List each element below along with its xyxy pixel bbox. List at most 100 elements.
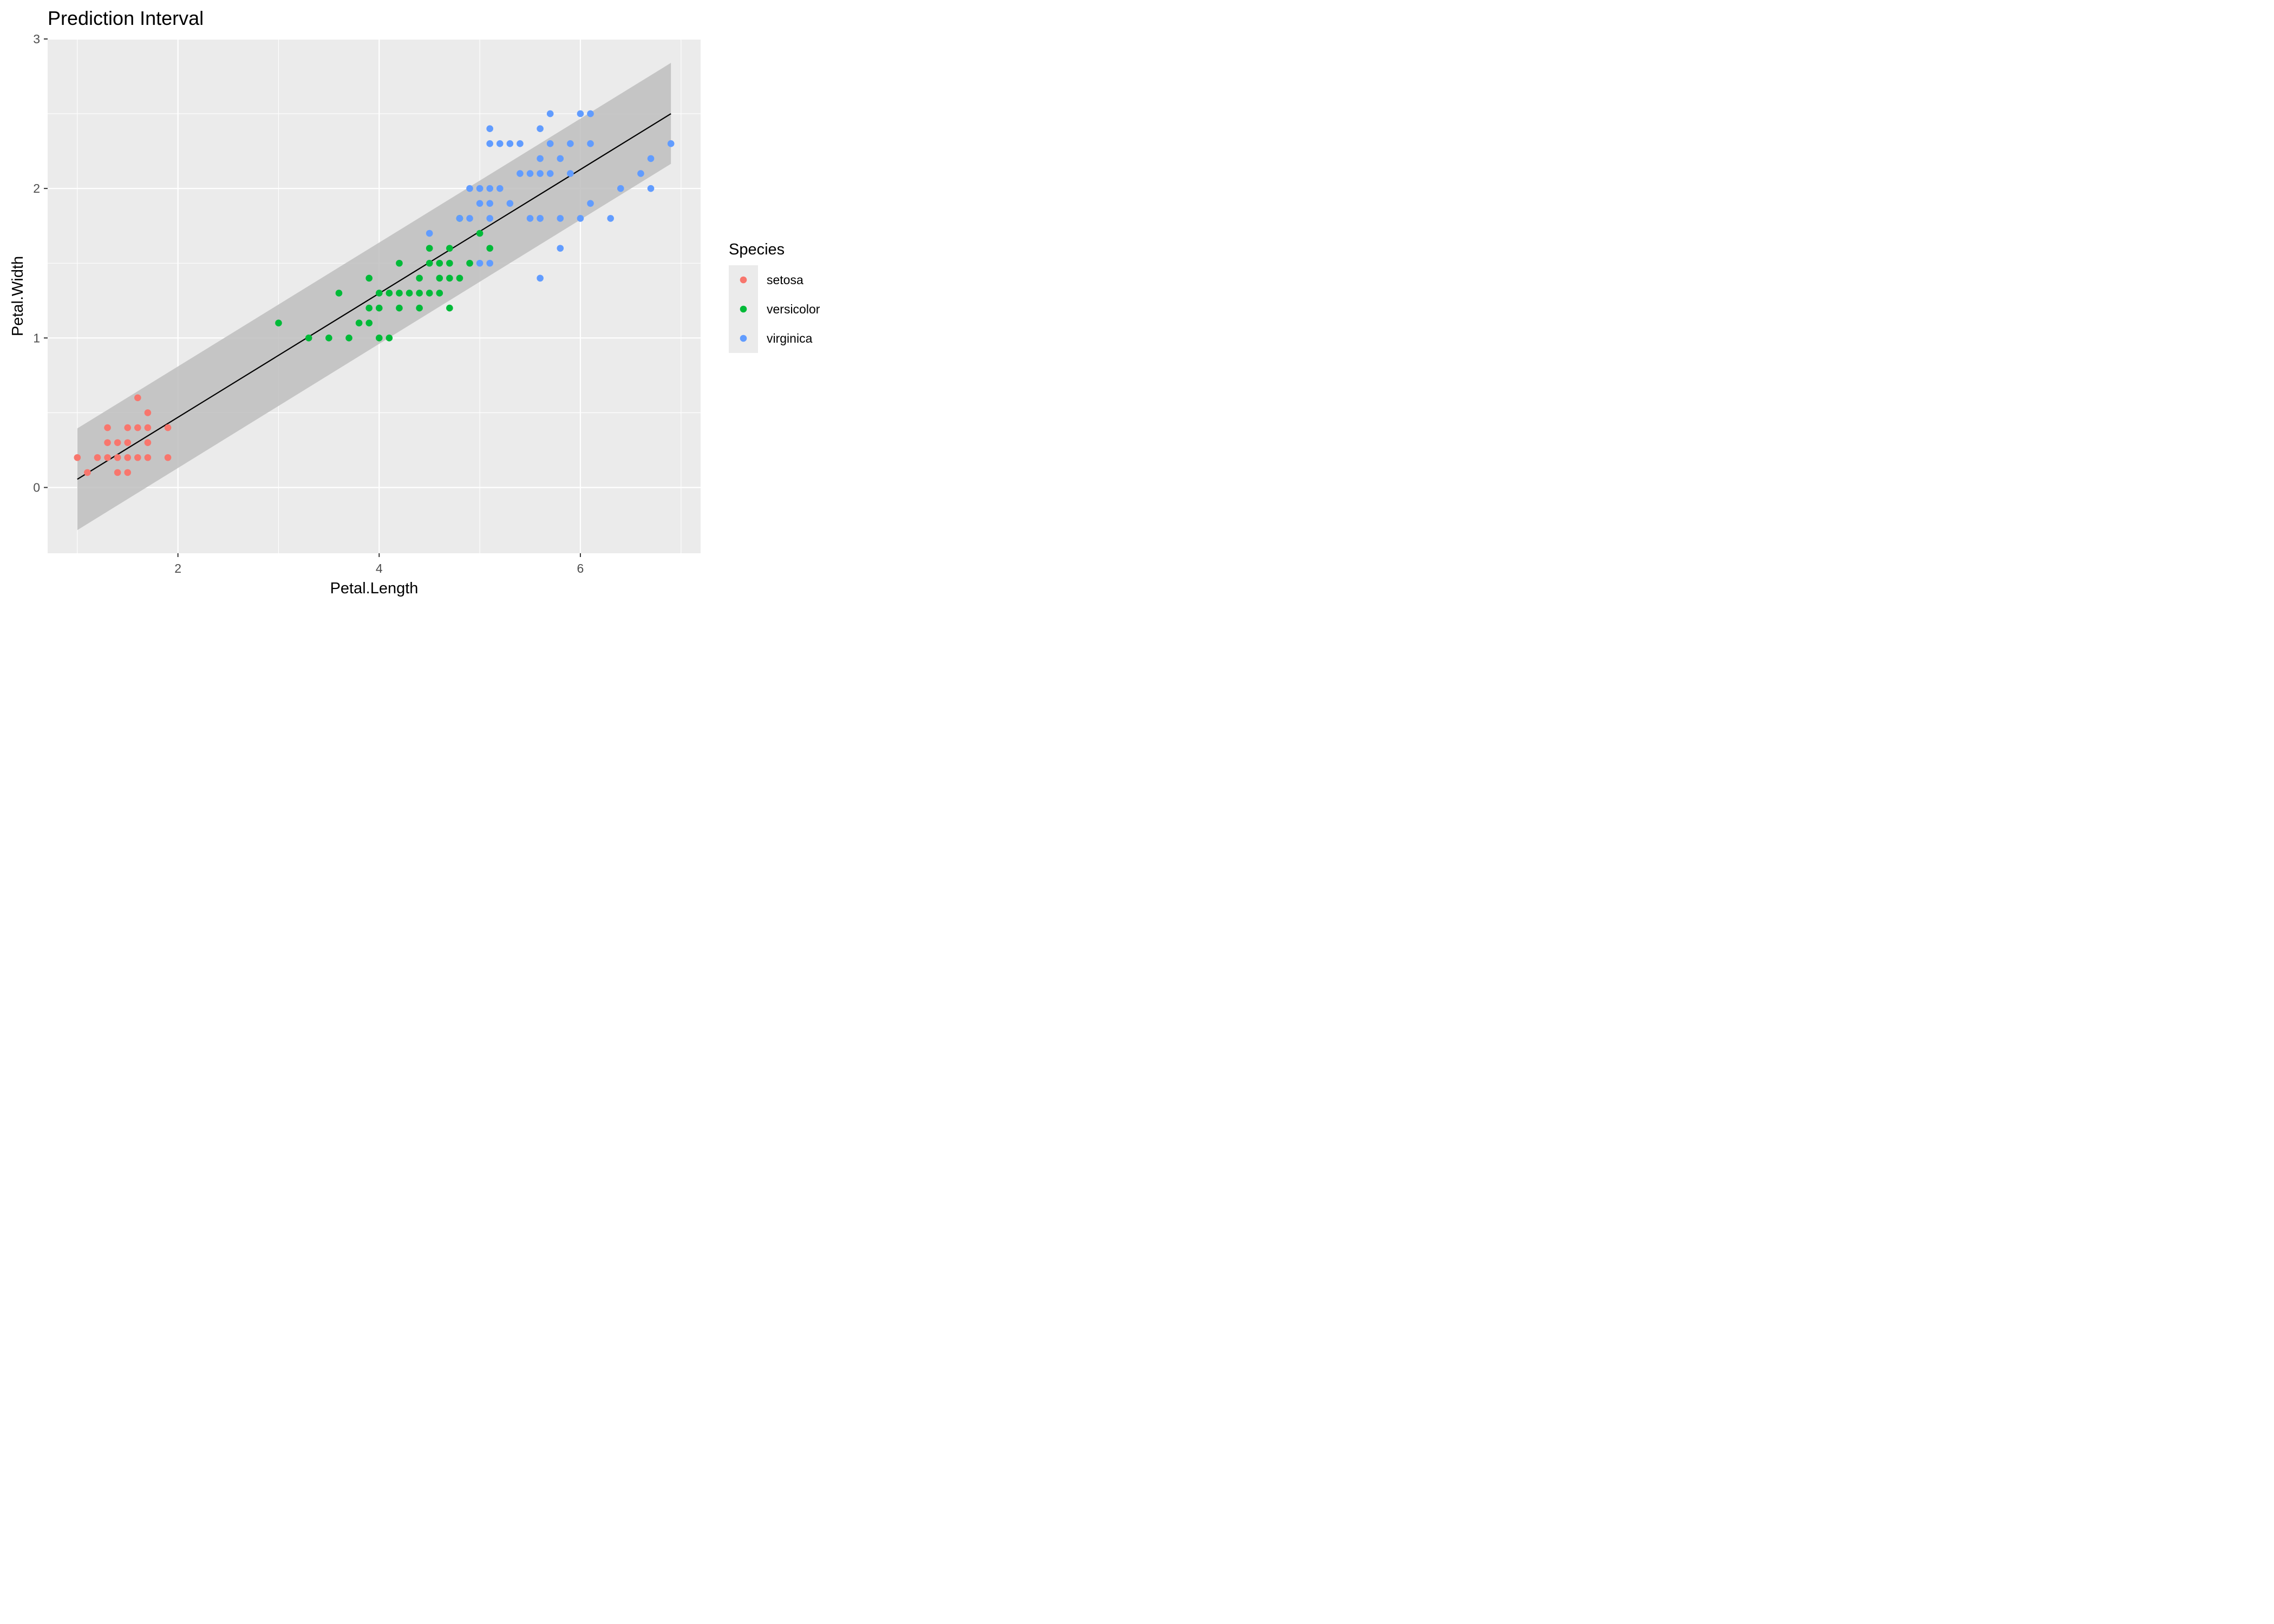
virginica-point [617, 185, 624, 192]
versicolor-point [365, 274, 373, 282]
setosa-point [84, 469, 91, 476]
virginica-point [517, 170, 524, 177]
versicolor-point [436, 290, 443, 297]
virginica-point [567, 140, 574, 147]
virginica-point [476, 259, 483, 267]
legend-title: Species [729, 241, 785, 258]
legend-label-setosa: setosa [767, 273, 803, 287]
legend-key-setosa [740, 276, 747, 284]
virginica-point [537, 155, 544, 162]
setosa-point [144, 454, 152, 461]
x-axis-title: Petal.Length [330, 580, 419, 597]
virginica-point [506, 140, 514, 147]
legend-key-versicolor [740, 305, 747, 313]
virginica-point [557, 245, 564, 252]
virginica-point [537, 274, 544, 282]
virginica-point [546, 140, 554, 147]
virginica-point [537, 215, 544, 222]
versicolor-point [396, 259, 403, 267]
versicolor-point [355, 319, 363, 327]
virginica-point [546, 110, 554, 117]
virginica-point [587, 200, 594, 207]
grid-layer [48, 38, 701, 553]
setosa-point [104, 439, 111, 446]
virginica-point [476, 185, 483, 192]
virginica-point [587, 110, 594, 117]
y-tick-label: 3 [33, 32, 40, 46]
versicolor-point [335, 290, 343, 297]
virginica-point [486, 259, 493, 267]
setosa-point [124, 424, 132, 431]
legend-label-versicolor: versicolor [767, 302, 820, 316]
versicolor-point [375, 335, 383, 342]
versicolor-point [406, 290, 413, 297]
y-tick-label: 0 [33, 480, 40, 494]
virginica-point [647, 185, 655, 192]
setosa-point [164, 454, 172, 461]
scatter-chart: Prediction Interval 2 4 6 0 1 2 3 Petal.Length… [9, 7, 820, 597]
setosa-point [114, 469, 121, 476]
virginica-point [587, 140, 594, 147]
versicolor-point [456, 274, 463, 282]
y-axis-title: Petal.Width [9, 256, 27, 336]
versicolor-point [416, 290, 423, 297]
setosa-point [124, 439, 132, 446]
legend-label-virginica: virginica [767, 331, 813, 345]
virginica-point [496, 185, 504, 192]
versicolor-point [396, 304, 403, 312]
versicolor-point [396, 290, 403, 297]
versicolor-point [375, 304, 383, 312]
versicolor-point [436, 259, 443, 267]
axes-layer: 2 4 6 0 1 2 3 [33, 32, 584, 575]
versicolor-point [365, 304, 373, 312]
versicolor-point [375, 290, 383, 297]
versicolor-point [426, 290, 433, 297]
virginica-point [637, 170, 644, 177]
virginica-point [537, 125, 544, 132]
versicolor-point [446, 274, 453, 282]
virginica-point [557, 155, 564, 162]
virginica-point [426, 230, 433, 237]
versicolor-point [486, 245, 493, 252]
legend-key-virginica [740, 335, 747, 342]
virginica-point [486, 125, 493, 132]
setosa-point [104, 454, 111, 461]
setosa-point [104, 424, 111, 431]
y-tick-label: 1 [33, 331, 40, 345]
setosa-point [134, 394, 141, 402]
versicolor-point [416, 274, 423, 282]
setosa-point [164, 424, 172, 431]
versicolor-point [436, 274, 443, 282]
virginica-point [577, 110, 584, 117]
virginica-point [456, 215, 463, 222]
versicolor-point [476, 230, 483, 237]
points-layer [74, 110, 675, 476]
virginica-point [607, 215, 614, 222]
virginica-point [526, 215, 534, 222]
versicolor-point [345, 335, 352, 342]
versicolor-point [325, 335, 332, 342]
setosa-point [114, 454, 121, 461]
legend: Species setosa versicolor virginica [729, 241, 820, 353]
virginica-point [486, 200, 493, 207]
setosa-point [74, 454, 81, 461]
virginica-point [526, 170, 534, 177]
virginica-point [667, 140, 675, 147]
setosa-point [94, 454, 101, 461]
setosa-point [144, 424, 152, 431]
setosa-point [134, 454, 141, 461]
setosa-point [124, 454, 132, 461]
virginica-point [506, 200, 514, 207]
virginica-point [476, 200, 483, 207]
setosa-point [124, 469, 132, 476]
x-tick-label: 2 [174, 561, 181, 575]
setosa-point [144, 439, 152, 446]
virginica-point [466, 215, 473, 222]
versicolor-point [446, 304, 453, 312]
virginica-point [486, 215, 493, 222]
setosa-point [134, 424, 141, 431]
chart-title: Prediction Interval [48, 7, 204, 29]
versicolor-point [446, 259, 453, 267]
virginica-point [517, 140, 524, 147]
versicolor-point [426, 245, 433, 252]
